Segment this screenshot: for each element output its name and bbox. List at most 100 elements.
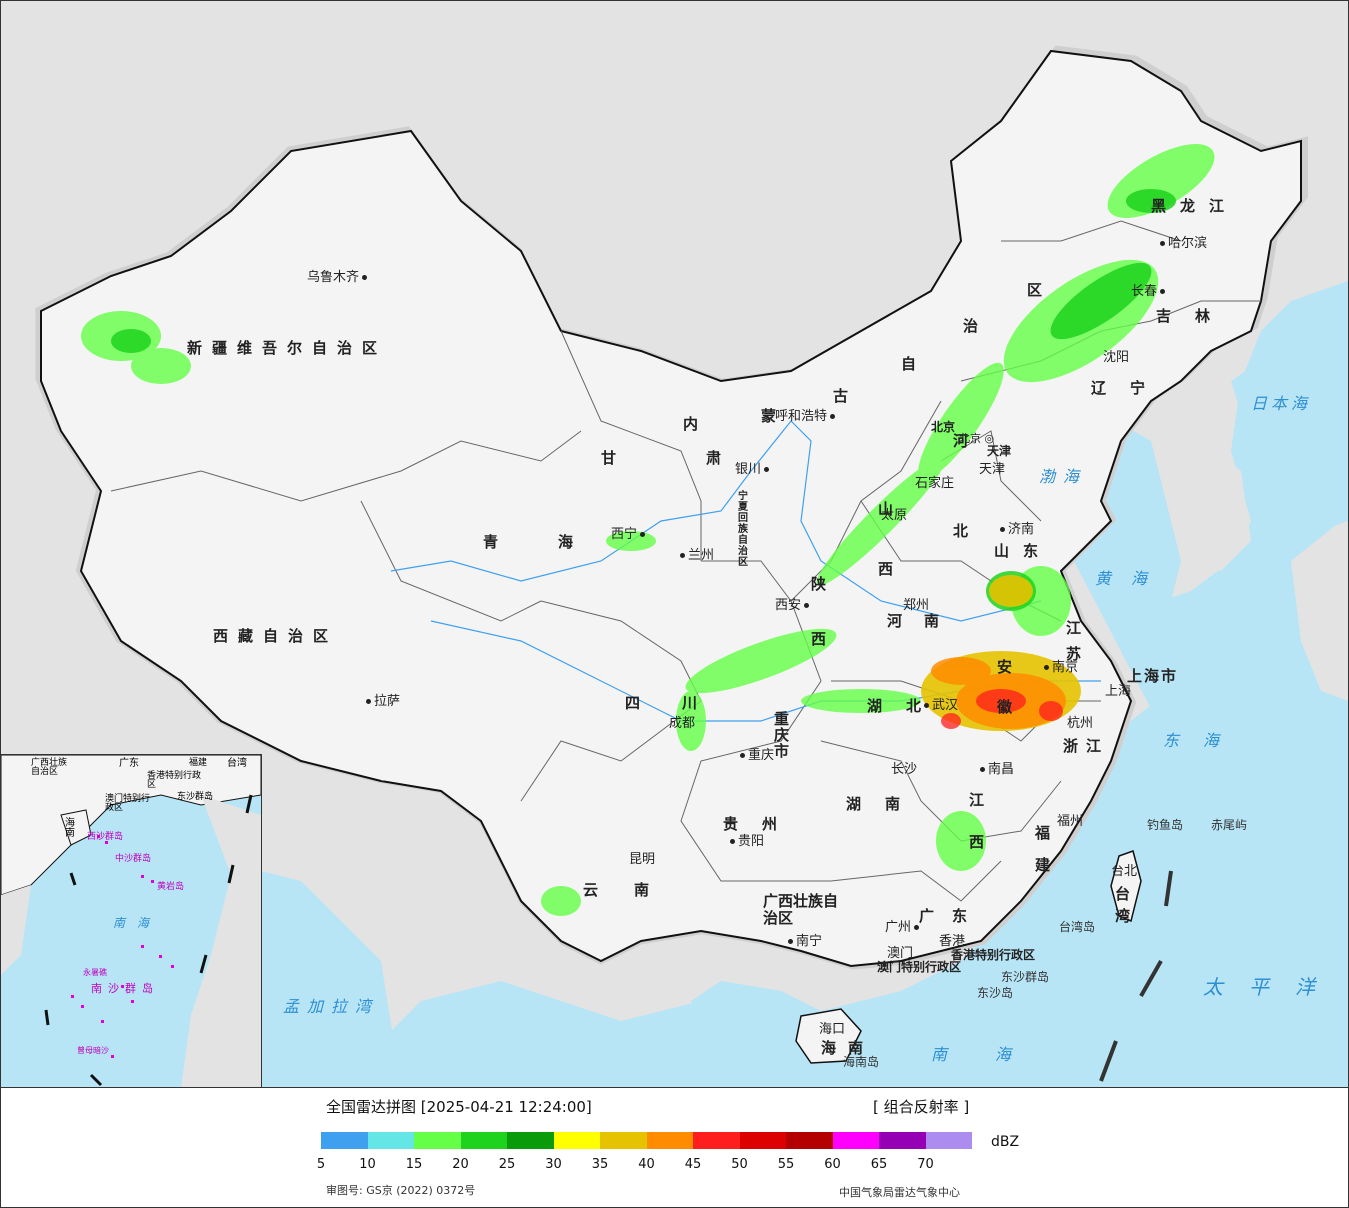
inset-hainan: 海南 xyxy=(65,818,75,839)
island-dongshadao: 东沙岛 xyxy=(977,986,1014,1000)
city-haikou: 海口 xyxy=(819,1023,845,1036)
japan-sea-area xyxy=(1231,301,1348,541)
capital-dot-icon xyxy=(764,467,770,472)
city-huhehaote: 呼和浩特 xyxy=(775,410,838,423)
city-taiyuan: 太原 xyxy=(881,509,907,522)
province-guangdong: 广东 xyxy=(919,907,986,925)
city-shijiazhuang: 石家庄 xyxy=(915,477,954,490)
sea-taipingyang: 太平洋 xyxy=(1203,975,1341,999)
province-hunan: 湖南 xyxy=(846,795,925,813)
province-zhejiang: 浙江 xyxy=(1063,737,1110,755)
city-beijing-label: 北京 xyxy=(959,432,981,445)
province-xizang: 西藏自治区 xyxy=(213,627,339,645)
city-xian: 西安 xyxy=(775,599,812,612)
province-hainan: 海南 xyxy=(821,1039,876,1057)
province-aomen: 澳门特别行政区 xyxy=(877,960,962,974)
city-nanning: 南宁 xyxy=(785,935,822,948)
province-guizhou: 贵州 xyxy=(723,815,802,833)
province-qinghai: 青海 xyxy=(483,533,634,551)
city-nanjing: 南京 xyxy=(1041,661,1078,674)
legend-panel: 全国雷达拼图 [2025-04-21 12:24:00] [ 组合反射率 ] d… xyxy=(1,1088,1348,1207)
city-haerbin: 哈尔滨 xyxy=(1157,237,1207,250)
city-lanzhou-label: 兰州 xyxy=(688,548,715,563)
sea-mengjialawan: 孟加拉湾 xyxy=(283,997,380,1016)
capital-dot-icon xyxy=(366,699,371,704)
province-neimenggu-3: 古 xyxy=(833,387,849,405)
city-xining: 西宁 xyxy=(611,528,648,541)
city-taiyuan-label: 太原 xyxy=(881,508,908,523)
colorbar-tick-label: 10 xyxy=(359,1157,376,1172)
city-xianggang: 香港 xyxy=(939,935,965,948)
province-taiwan: 台湾 xyxy=(1115,885,1131,925)
inset-xianggang: 香港特别行政区 xyxy=(147,771,202,790)
city-nanchang: 南昌 xyxy=(977,763,1014,776)
capital-dot-icon xyxy=(980,767,985,772)
colorbar-segment xyxy=(693,1132,740,1149)
city-shanghai-label: 上海 xyxy=(1105,684,1132,699)
province-ningxia: 宁夏回族自治区 xyxy=(738,491,748,568)
city-nanjing-label: 南京 xyxy=(1052,660,1079,675)
colorbar-tick-label: 40 xyxy=(638,1157,655,1172)
capital-dot-icon xyxy=(1160,289,1166,294)
city-chengdu-label: 成都 xyxy=(669,716,696,731)
province-neimenggu-4: 自 xyxy=(901,355,917,373)
colorbar-tick-label: 30 xyxy=(545,1157,562,1172)
capital-dot-icon xyxy=(740,753,745,758)
province-sichuan: 四川 xyxy=(625,694,740,712)
capital-dot-icon xyxy=(804,603,810,608)
nine-dash-line xyxy=(1099,870,1173,1082)
colorbar-tick-label: 65 xyxy=(870,1157,888,1172)
colorbar-segment xyxy=(832,1132,879,1149)
colorbar-segment xyxy=(646,1132,693,1149)
colorbar-tick-label: 70 xyxy=(917,1157,934,1172)
inset-guangdong: 广东 xyxy=(119,758,139,769)
city-hangzhou: 杭州 xyxy=(1067,717,1093,730)
island-hainandao: 海南岛 xyxy=(843,1055,880,1069)
colorbar-tick-label: 50 xyxy=(731,1157,748,1172)
colorbar-tick-label: 25 xyxy=(498,1157,516,1172)
city-aomen: 澳门 xyxy=(887,947,913,960)
island-diaoyudao: 钓鱼岛 xyxy=(1147,818,1184,832)
capital-star-icon: ◎ xyxy=(981,432,995,445)
colorbar-tick-label: 35 xyxy=(591,1157,609,1172)
colorbar-segment xyxy=(507,1132,554,1149)
city-zhengzhou: 郑州 xyxy=(903,599,929,612)
city-zhengzhou-label: 郑州 xyxy=(903,598,930,613)
china-land xyxy=(40,49,1302,968)
capital-dot-icon xyxy=(640,532,646,537)
dbz-unit: dBZ xyxy=(991,1134,1020,1150)
city-fuzhou: 福州 xyxy=(1057,815,1083,828)
city-nanchang-label: 南昌 xyxy=(988,762,1015,777)
province-neimenggu-6: 区 xyxy=(1027,281,1043,299)
sea-huanghai: 黄海 xyxy=(1095,569,1168,588)
capital-dot-icon xyxy=(1160,241,1165,246)
inset-nansha: 南沙群岛 xyxy=(91,982,159,995)
province-anhui: 安徽 xyxy=(997,658,1013,716)
city-lasa-label: 拉萨 xyxy=(374,694,401,709)
city-yinchuan: 银川 xyxy=(735,463,772,476)
colorbar-segment xyxy=(414,1132,461,1149)
city-beijing: 北京 ◎ xyxy=(959,433,994,444)
inset-taiwan: 台湾 xyxy=(227,758,247,769)
sea-donghai: 东海 xyxy=(1163,731,1244,750)
colorbar-tick-label: 45 xyxy=(684,1157,702,1172)
capital-dot-icon xyxy=(362,275,368,280)
city-taibei: 台北 xyxy=(1111,865,1137,878)
dbz-colorbar xyxy=(321,1132,972,1149)
city-shanghai: 上海 xyxy=(1105,685,1131,698)
inset-guangxi: 广西壮族自治区 xyxy=(31,758,68,777)
province-hebei: 河北 xyxy=(953,432,969,540)
map-canvas xyxy=(1,1,1348,1087)
colorbar-segment xyxy=(739,1132,786,1149)
province-shanghai: 上海市 xyxy=(1127,667,1179,685)
city-jinan-label: 济南 xyxy=(1008,522,1035,537)
city-huhehaote-label: 呼和浩特 xyxy=(775,409,828,424)
city-wulumuqi: 乌鲁木齐 xyxy=(307,271,370,284)
colorbar-segment xyxy=(460,1132,507,1149)
island-taiwandao: 台湾岛 xyxy=(1059,920,1096,934)
province-chongqing: 重庆市 xyxy=(774,710,790,760)
province-neimenggu-1: 内 xyxy=(683,415,699,433)
city-shijiazhuang-label: 石家庄 xyxy=(915,476,955,491)
inset-zhongsha: 中沙群岛 xyxy=(115,854,152,864)
city-kunming: 昆明 xyxy=(629,853,655,866)
